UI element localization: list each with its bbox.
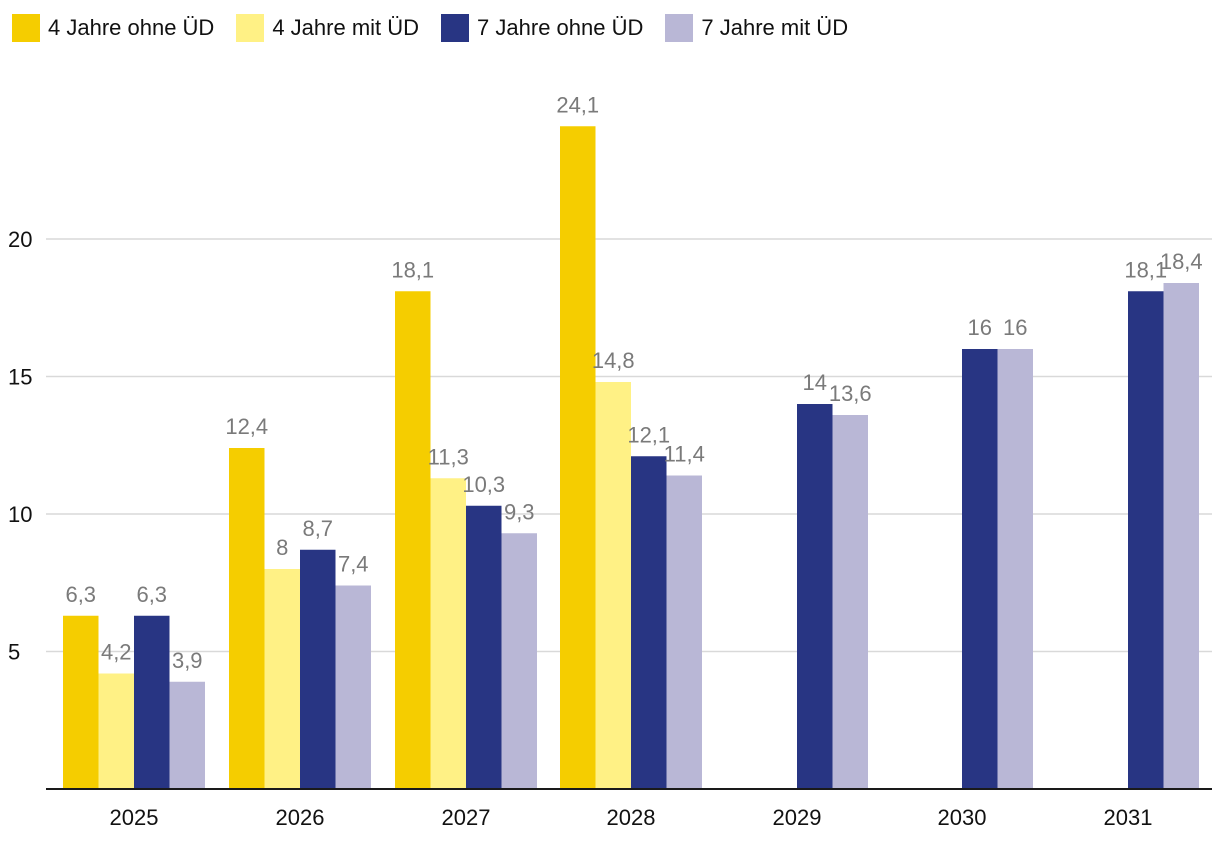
bar — [169, 681, 205, 789]
data-label: 12,1 — [627, 422, 670, 447]
x-tick-label: 2031 — [1104, 805, 1153, 830]
legend-item: 4 Jahre mit ÜD — [236, 14, 419, 42]
bar — [63, 615, 99, 789]
data-label: 13,6 — [829, 381, 872, 406]
legend-swatch — [236, 14, 265, 42]
y-tick-label: 20 — [8, 227, 32, 252]
x-tick-label: 2025 — [110, 805, 159, 830]
bar — [1128, 291, 1164, 789]
data-label: 7,4 — [338, 552, 369, 577]
legend-swatch — [665, 14, 694, 42]
x-tick-label: 2029 — [773, 805, 822, 830]
data-label: 3,9 — [172, 648, 203, 673]
data-label: 18,1 — [1124, 257, 1167, 282]
data-label: 11,3 — [428, 444, 469, 469]
legend-label: 7 Jahre ohne ÜD — [477, 15, 644, 40]
bar — [666, 475, 702, 789]
y-tick-label: 15 — [8, 365, 32, 390]
bar — [300, 549, 336, 789]
bar — [832, 415, 868, 789]
data-label: 16 — [968, 315, 992, 340]
bar — [797, 404, 833, 789]
bar — [501, 533, 537, 789]
data-label: 14 — [803, 370, 827, 395]
data-label: 6,3 — [136, 582, 167, 607]
legend-label: 7 Jahre mit ÜD — [701, 15, 849, 40]
data-label: 9,3 — [504, 499, 535, 524]
data-label: 11,4 — [664, 442, 705, 467]
data-label: 14,8 — [592, 348, 635, 373]
legend-swatch — [441, 14, 470, 42]
data-label: 24,1 — [556, 92, 599, 117]
legend-label: 4 Jahre mit ÜD — [272, 15, 420, 40]
legend-swatch — [12, 14, 40, 42]
bar — [560, 126, 596, 789]
data-label: 18,1 — [391, 257, 434, 282]
bar — [430, 478, 466, 789]
data-label: 10,3 — [462, 472, 505, 497]
legend-item: 7 Jahre mit ÜD — [665, 14, 848, 42]
bar — [134, 615, 170, 789]
bar — [229, 448, 265, 789]
data-label: 8 — [276, 535, 288, 560]
data-label: 12,4 — [225, 414, 268, 439]
data-label: 8,7 — [302, 516, 333, 541]
chart-legend: 4 Jahre ohne ÜD 4 Jahre mit ÜD 7 Jahre ohn… — [12, 14, 870, 42]
bar — [466, 505, 502, 789]
bar — [997, 349, 1033, 789]
x-tick-label: 2030 — [938, 805, 987, 830]
x-tick-label: 2026 — [276, 805, 325, 830]
legend-item: 4 Jahre ohne ÜD — [12, 14, 214, 42]
x-tick-label: 2028 — [607, 805, 656, 830]
bar — [98, 673, 134, 789]
bar — [335, 585, 371, 789]
bar — [962, 349, 998, 789]
data-label: 4,2 — [101, 640, 132, 665]
data-label: 16 — [1003, 315, 1027, 340]
bar — [395, 291, 431, 789]
bar — [631, 456, 667, 789]
data-label: 18,4 — [1160, 249, 1203, 274]
y-tick-label: 10 — [8, 502, 32, 527]
x-tick-label: 2027 — [442, 805, 491, 830]
bar — [264, 569, 300, 789]
bar — [595, 382, 631, 789]
y-tick-label: 5 — [8, 640, 20, 665]
legend-label: 4 Jahre ohne ÜD — [48, 15, 215, 40]
legend-item: 7 Jahre ohne ÜD — [441, 14, 643, 42]
bar — [1163, 283, 1199, 789]
data-label: 6,3 — [65, 582, 96, 607]
